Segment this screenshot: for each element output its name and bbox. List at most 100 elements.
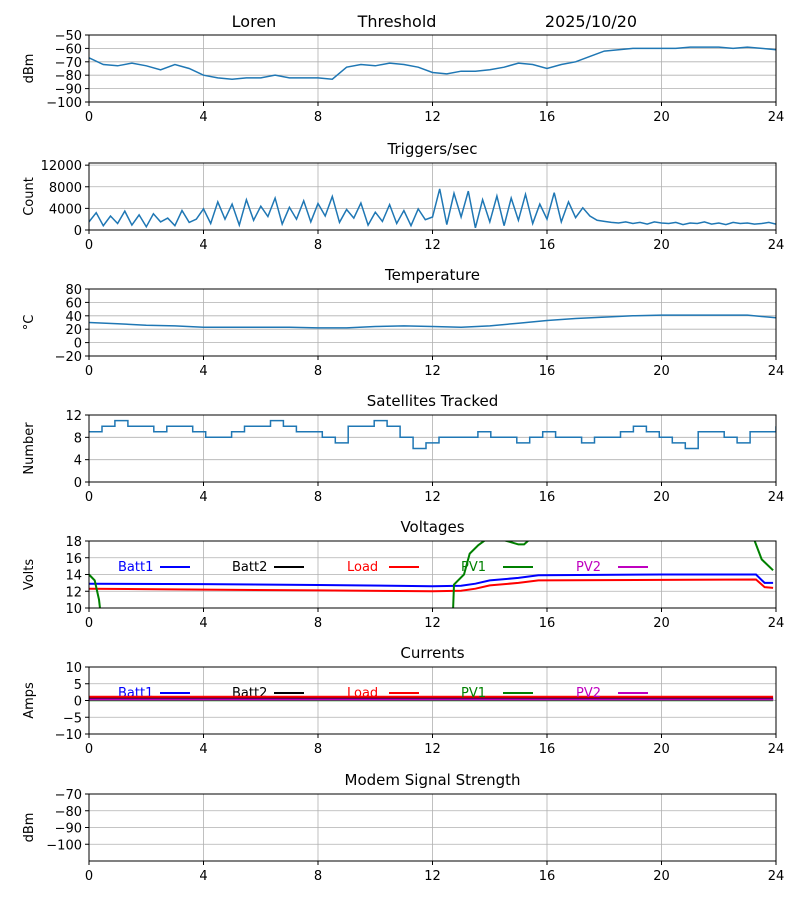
x-tick-label: 20 (653, 490, 670, 505)
x-tick-label: 12 (424, 490, 441, 505)
x-tick-label: 20 (653, 869, 670, 884)
y-tick-label: 40 (65, 310, 82, 325)
x-tick-label: 16 (539, 364, 556, 379)
x-tick-label: 0 (85, 238, 93, 253)
x-tick-label: 12 (424, 616, 441, 631)
x-tick-label: 12 (424, 742, 441, 757)
x-tick-label: 16 (539, 490, 556, 505)
y-tick-label: 20 (65, 323, 82, 338)
legend-label-pv1: PV1 (461, 686, 486, 701)
legend-label-pv2: PV2 (576, 560, 601, 575)
x-tick-label: 4 (199, 364, 207, 379)
x-tick-label: 24 (768, 490, 785, 505)
x-tick-label: 16 (539, 238, 556, 253)
header-mode: Threshold (357, 12, 437, 31)
legend-label-pv2: PV2 (576, 686, 601, 701)
legend-label-load: Load (347, 560, 378, 575)
legend-label-load: Load (347, 686, 378, 701)
y-tick-label: −20 (55, 350, 82, 365)
y-tick-label: 10 (65, 661, 82, 676)
y-tick-label: 0 (74, 695, 82, 710)
y-tick-label: −10 (55, 728, 82, 743)
y-axis-label: Amps (22, 682, 37, 719)
legend-label-pv1: PV1 (461, 560, 486, 575)
y-tick-label: −80 (55, 805, 82, 820)
x-tick-label: 24 (768, 869, 785, 884)
x-tick-label: 4 (199, 742, 207, 757)
y-axis-label: dBm (22, 54, 37, 84)
x-tick-label: 12 (424, 869, 441, 884)
x-tick-label: 4 (199, 616, 207, 631)
x-tick-label: 24 (768, 238, 785, 253)
y-tick-label: −60 (55, 42, 82, 57)
x-tick-label: 16 (539, 616, 556, 631)
y-tick-label: 4000 (49, 202, 82, 217)
x-tick-label: 24 (768, 616, 785, 631)
legend-label-batt1: Batt1 (118, 560, 153, 575)
y-tick-label: −5 (63, 711, 82, 726)
y-tick-label: 60 (65, 296, 82, 311)
y-tick-label: 10 (65, 602, 82, 617)
x-tick-label: 20 (653, 364, 670, 379)
panel-title: Temperature (384, 266, 480, 284)
x-tick-label: 8 (314, 742, 322, 757)
y-tick-label: −70 (55, 56, 82, 71)
y-tick-label: 16 (65, 552, 82, 567)
x-tick-label: 24 (768, 110, 785, 125)
panel-0: dBm 0 4 8 12 16 20 24 −100−90−80−70−60−50 (22, 29, 784, 125)
y-tick-label: −80 (55, 69, 82, 84)
y-tick-label: 18 (65, 535, 82, 550)
y-tick-label: 5 (74, 678, 82, 693)
y-tick-label: 0 (74, 224, 82, 239)
legend-label-batt2: Batt2 (232, 560, 267, 575)
y-tick-label: −90 (55, 822, 82, 837)
y-tick-label: 14 (65, 569, 82, 584)
y-tick-label: 80 (65, 283, 82, 298)
x-tick-label: 20 (653, 238, 670, 253)
x-tick-label: 0 (85, 869, 93, 884)
y-axis-label: dBm (22, 813, 37, 843)
series-line-satellites (89, 419, 776, 450)
x-tick-label: 0 (85, 616, 93, 631)
y-tick-label: −100 (46, 838, 82, 853)
y-tick-label: 0 (74, 337, 82, 352)
panel-4: Voltages Volts Batt1 Batt2 Load PV1 PV2 0 4 8 12 16… (22, 518, 784, 631)
series-line-batt1 (89, 573, 774, 588)
panel-3: Satellites Tracked Number 0 4 8 12 16 20 24 0 4 8 12 (22, 392, 784, 505)
x-tick-label: 0 (85, 364, 93, 379)
y-tick-label: −50 (55, 29, 82, 44)
x-tick-label: 0 (85, 742, 93, 757)
x-tick-label: 12 (424, 110, 441, 125)
x-tick-label: 20 (653, 110, 670, 125)
x-tick-label: 12 (424, 364, 441, 379)
y-axis-label: Count (22, 177, 37, 216)
y-tick-label: 0 (74, 476, 82, 491)
x-tick-label: 8 (314, 616, 322, 631)
y-axis-label: °C (22, 315, 37, 331)
x-tick-label: 12 (424, 238, 441, 253)
y-axis-label: Volts (22, 559, 37, 591)
series-line-load (89, 578, 774, 593)
panel-title: Currents (400, 644, 464, 662)
x-tick-label: 0 (85, 110, 93, 125)
y-tick-label: −90 (55, 83, 82, 98)
x-tick-label: 24 (768, 364, 785, 379)
panel-title: Modem Signal Strength (345, 771, 521, 789)
panel-1: Triggers/sec Count 0 4 8 12 16 20 24 0 4000 8000 120… (22, 140, 784, 253)
x-tick-label: 4 (199, 869, 207, 884)
series-line-temperature (89, 314, 776, 329)
header-station: Loren (232, 12, 277, 31)
x-tick-label: 8 (314, 869, 322, 884)
x-tick-label: 8 (314, 364, 322, 379)
y-tick-label: 12 (65, 585, 82, 600)
x-tick-label: 8 (314, 238, 322, 253)
panel-title: Satellites Tracked (367, 392, 498, 410)
x-tick-label: 16 (539, 110, 556, 125)
series-line-pv1 (89, 541, 774, 608)
panel-title: Triggers/sec (387, 140, 478, 158)
y-axis-label: Number (22, 422, 37, 475)
